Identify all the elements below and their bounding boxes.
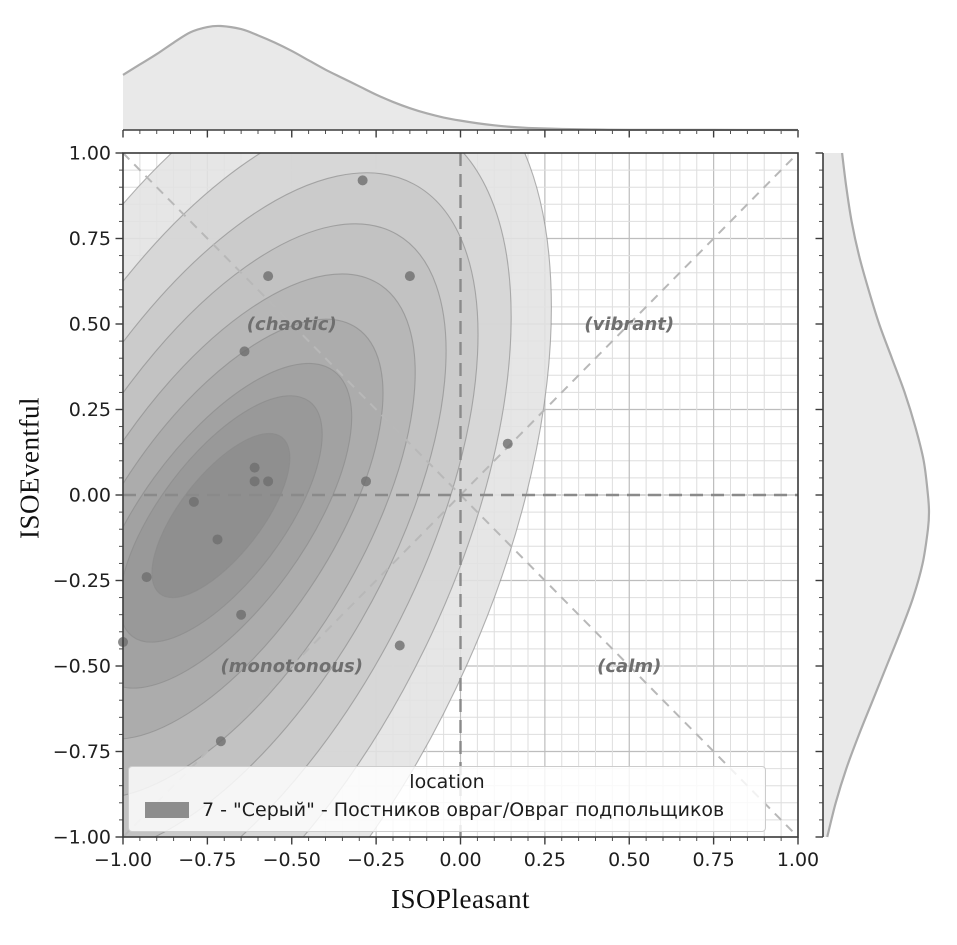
data-point xyxy=(249,462,260,473)
data-point xyxy=(263,271,274,282)
y-tick-label: −1.00 xyxy=(53,827,111,849)
x-tick-label: 0.25 xyxy=(524,849,566,871)
y-tick-label: −0.50 xyxy=(53,656,111,678)
x-tick-label: −1.00 xyxy=(94,849,152,871)
data-point xyxy=(249,476,260,487)
data-point xyxy=(263,476,274,487)
data-point xyxy=(236,609,247,620)
legend: location 7 - "Серый" - Постников овраг/О… xyxy=(128,766,766,832)
data-point xyxy=(361,476,371,487)
y-tick-label: −0.75 xyxy=(53,741,111,763)
marginal-top-curve xyxy=(122,24,799,132)
x-tick-label: −0.50 xyxy=(263,849,321,871)
data-point xyxy=(215,736,226,747)
y-tick-label: 1.00 xyxy=(69,143,111,165)
marginal-right-fill xyxy=(823,153,929,837)
kde-contour-level xyxy=(151,432,291,599)
legend-title: location xyxy=(409,771,485,793)
x-tick-label: 0.50 xyxy=(608,849,650,871)
x-tick-label: 0.75 xyxy=(692,849,734,871)
y-tick-label: 0.75 xyxy=(69,228,111,250)
x-tick-label: 0.00 xyxy=(439,849,481,871)
ticks xyxy=(115,130,823,845)
data-point xyxy=(404,271,415,282)
quadrant-label: (monotonous) xyxy=(221,656,363,677)
quadrant-label: (chaotic) xyxy=(247,314,337,335)
quadrant-label: (calm) xyxy=(597,656,661,677)
data-point xyxy=(212,534,223,545)
legend-entry: 7 - "Серый" - Постников овраг/Овраг подп… xyxy=(145,799,765,821)
x-tick-label: −0.75 xyxy=(178,849,236,871)
data-point xyxy=(141,572,152,583)
legend-swatch-icon xyxy=(145,802,189,818)
scatter-points xyxy=(118,175,513,747)
quadrant-label: (vibrant) xyxy=(584,314,674,335)
data-point xyxy=(394,640,405,651)
data-point xyxy=(188,496,199,507)
y-axis-title: ISOEventful xyxy=(14,397,45,539)
y-tick-label: −0.25 xyxy=(53,570,111,592)
x-tick-label: −0.25 xyxy=(347,849,405,871)
y-tick-label: 0.25 xyxy=(69,399,111,421)
x-axis-title: ISOPleasant xyxy=(391,884,530,914)
marginal-top-fill xyxy=(123,25,798,130)
x-tick-label: 1.00 xyxy=(777,849,819,871)
y-tick-label: 0.50 xyxy=(69,314,111,336)
data-point xyxy=(502,438,513,449)
data-point xyxy=(357,175,368,186)
legend-entry-label: 7 - "Серый" - Постников овраг/Овраг подп… xyxy=(202,799,725,821)
y-tick-label: 0.00 xyxy=(69,485,111,507)
data-point xyxy=(239,346,250,357)
marginal-right-curve xyxy=(826,152,931,838)
